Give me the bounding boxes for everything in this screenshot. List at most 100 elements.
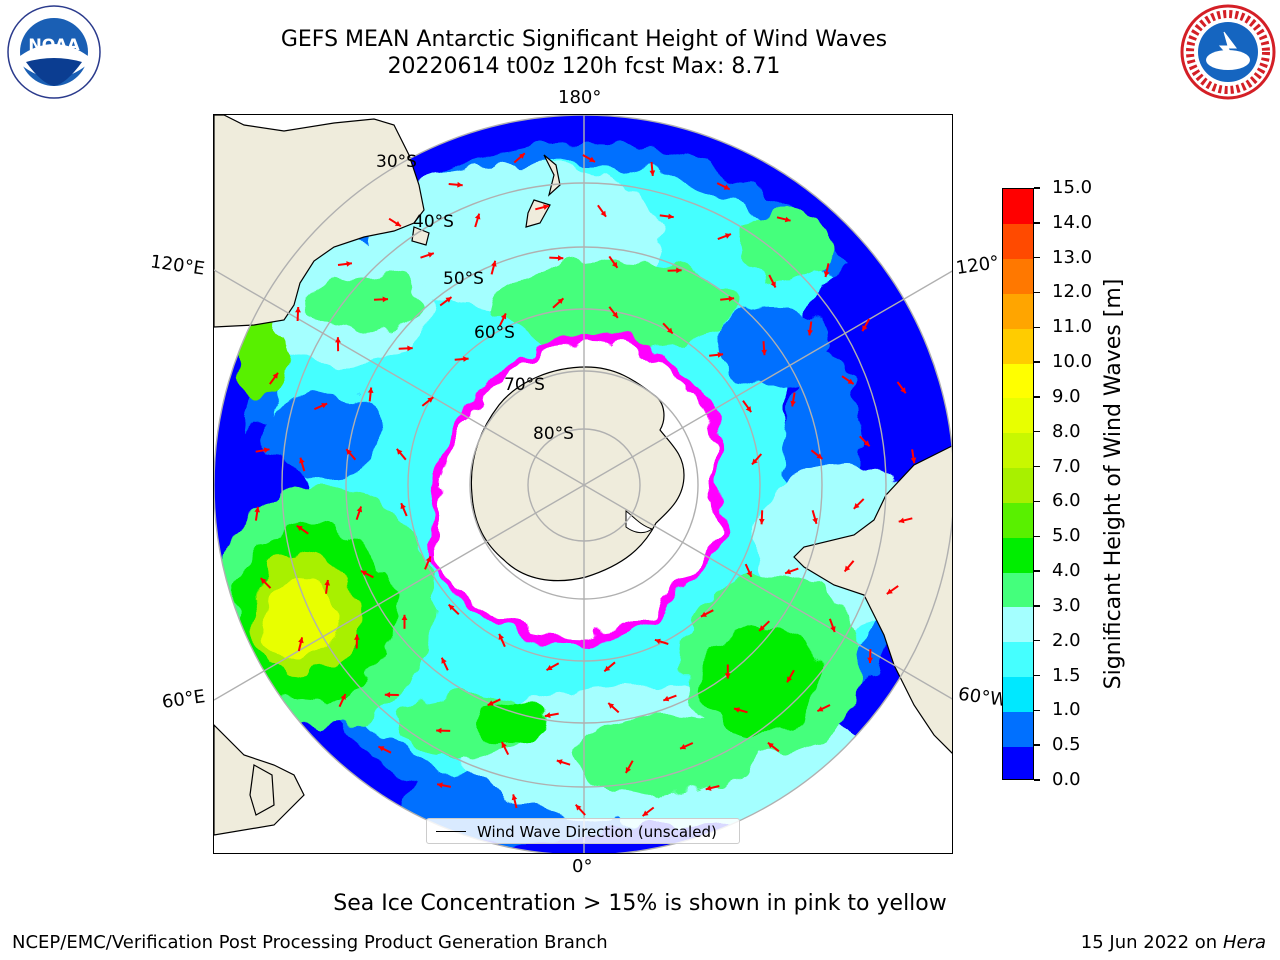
colorbar-tick [1034,465,1040,468]
legend-line-swatch [436,831,466,833]
legend-label: Wind Wave Direction (unscaled) [477,823,717,841]
wind-wave-arrowhead [356,506,363,513]
wind-wave-arrowhead [717,352,724,358]
wind-wave-arrowhead [511,794,518,801]
wind-wave-arrowhead [642,810,649,816]
colorbar-segment [1003,572,1033,608]
wind-wave-arrowhead [604,665,611,672]
noaa-logo-icon: NOAA [7,5,101,99]
wind-wave-arrowhead [407,345,413,352]
wind-wave-arrowhead [745,406,752,413]
colorbar [1002,188,1034,780]
colorbar-tick-label: 11.0 [1052,316,1093,338]
colorbar-segment [1003,432,1033,469]
colorbar-segment [1003,711,1033,747]
wind-wave-arrowhead [770,281,776,288]
wind-wave-arrowhead [723,184,730,190]
wind-wave-arrowhead [382,296,388,303]
colorbar-segment [1003,467,1033,503]
colorbar-tick-label: 8.0 [1052,420,1081,442]
latitude-label-80s: 80°S [533,424,574,444]
wind-wave-arrowhead [296,525,303,531]
wind-wave-arrowhead [441,657,447,664]
wind-wave-arrowhead [654,638,661,645]
colorbar-tick-label: 9.0 [1052,385,1081,407]
colorbar-tick [1034,256,1040,259]
wind-wave-arrowhead [812,517,818,524]
wind-wave-arrowhead [886,588,893,594]
wind-wave-arrowhead [752,458,758,465]
wind-wave-arrowhead [823,271,830,277]
host-name: Hera [1222,932,1266,953]
colorbar-tick [1034,640,1040,642]
colorbar-tick [1034,709,1040,712]
wind-wave-arrowhead [263,447,270,453]
colorbar-title: Significant Height of Wind Waves [m] [1101,278,1126,690]
wind-wave-arrowhead [863,440,870,447]
wind-wave-arrowhead [625,767,631,773]
wind-wave-arrowhead [436,727,442,734]
wind-wave-arrowhead [862,325,868,332]
wind-wave-arrowhead [335,337,341,343]
colorbar-tick-label: 2.0 [1052,629,1081,651]
colorbar-segment [1003,397,1033,434]
latitude-label-30s: 30°S [376,152,417,172]
colorbar-tick [1034,222,1040,224]
date-stamp: 15 Jun 2022 on Hera [1081,932,1266,954]
colorbar-tick-label: 10.0 [1052,351,1093,373]
colorbar-segment [1003,363,1033,399]
colorbar-segment [1003,746,1033,779]
wind-wave-arrowhead [759,625,765,631]
wind-wave-arrowhead [705,785,712,791]
wind-wave-arrowhead [500,313,507,320]
longitude-label-120w: 120° [954,252,1001,279]
wind-wave-arrowhead [785,568,791,575]
wind-wave-arrowhead [790,400,796,407]
wind-wave-arrowhead [767,742,774,749]
chart-title: GEFS MEAN Antarctic Significant Height o… [280,27,888,52]
wind-wave-arrowhead [346,449,352,455]
wind-wave-arrowhead [759,518,765,525]
colorbar-tick-label: 1.5 [1052,664,1081,686]
wind-wave-arrowhead [557,255,564,261]
longitude-label-60e: 60°E [160,686,207,713]
wind-wave-arrowhead [608,703,615,709]
wind-wave-arrowhead [557,298,564,304]
wind-wave-arrowhead [761,349,767,356]
wind-wave-arrowhead [867,657,873,663]
wind-wave-arrowhead [445,297,452,303]
wind-wave-arrowhead [575,804,582,811]
colorbar-tick-label: 15.0 [1052,177,1093,198]
wind-wave-arrowhead [299,457,305,464]
colorbar-tick [1034,361,1040,363]
colorbar-tick-label: 1.0 [1052,699,1081,721]
wind-wave-arrowhead [354,634,360,640]
colorbar-tick-label: 3.0 [1052,594,1081,616]
colorbar-segment [1003,537,1033,573]
colorbar-tick-label: 6.0 [1052,490,1081,512]
map-panel [213,114,953,854]
wind-wave-arrowhead [474,213,481,220]
wind-wave-arrowhead [676,267,682,274]
wind-wave-arrowhead [427,397,434,403]
colorbar-tick-label: 12.0 [1052,281,1093,303]
colorbar-tick [1034,570,1040,572]
colorbar-tick [1034,326,1040,328]
date-text: 15 Jun 2022 on [1080,932,1218,953]
wind-wave-arrowhead [900,387,906,394]
wind-wave-arrowhead [734,707,740,713]
wind-wave-arrowhead [546,665,553,671]
wind-wave-arrowhead [680,744,687,750]
wind-wave-arrowhead [700,611,707,617]
wind-wave-arrowhead [544,712,551,718]
latitude-label-70s: 70°S [504,375,545,395]
colorbar-segment [1003,641,1033,678]
wind-wave-arrowhead [600,210,606,217]
wind-wave-arrowhead [612,311,618,318]
wind-wave-arrowhead [298,637,304,644]
wind-wave-arrowhead [491,260,497,267]
colorbar-tick [1034,674,1040,677]
wind-wave-arrowhead [728,295,735,302]
latitude-label-60s: 60°S [474,323,515,343]
wind-wave-arrowhead [498,633,504,640]
